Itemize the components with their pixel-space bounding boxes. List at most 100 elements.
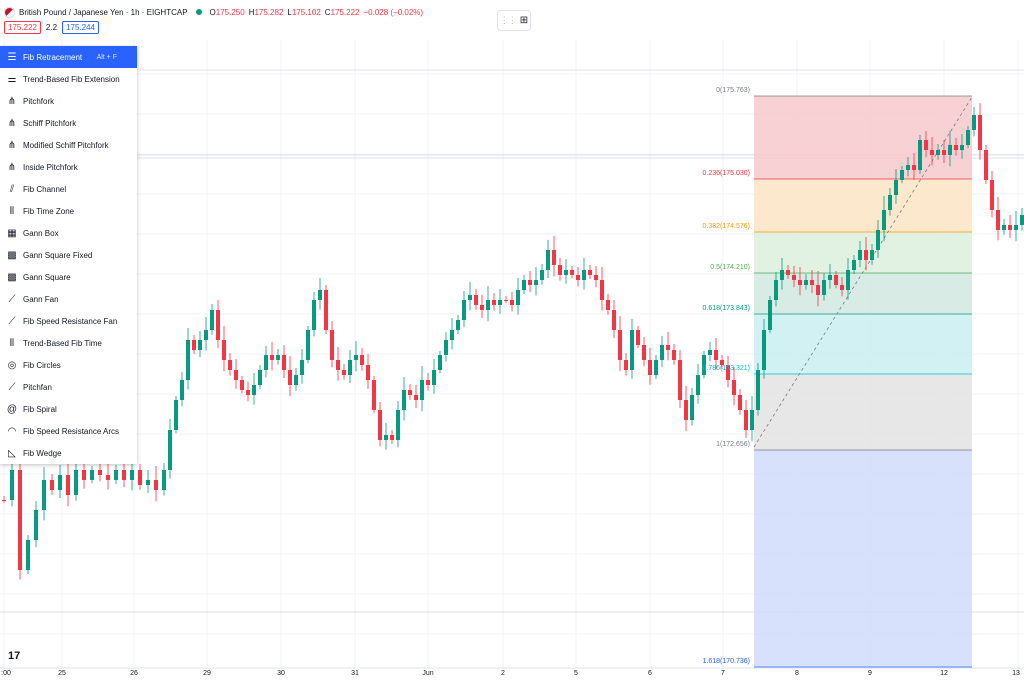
menu-item-pitchfork[interactable]: ⋔ Pitchfork [0, 90, 137, 112]
fib-time-icon: ⦀ [9, 337, 15, 349]
candle-body [876, 230, 880, 250]
time-axis-label: 5 [574, 670, 578, 677]
menu-item-fib-wedge[interactable]: ◺ Fib Wedge [0, 442, 137, 464]
candle-body [954, 145, 958, 150]
candle-body [414, 395, 418, 400]
candle-body [654, 360, 658, 375]
fib-level-label: 1.618(170.736) [702, 658, 750, 665]
candle-body [726, 365, 730, 380]
tradingview-logo[interactable]: 17 [8, 650, 21, 662]
time-axis-label: 7 [721, 670, 725, 677]
fib-wedge-icon: ◺ [8, 447, 16, 459]
candle-body [480, 305, 484, 310]
menu-item-inside-pitchfork[interactable]: ⋔ Inside Pitchfork [0, 156, 137, 178]
candle-body [82, 470, 86, 480]
menu-item-schiff-pitchfork[interactable]: ⋔ Schiff Pitchfork [0, 112, 137, 134]
menu-item-label: Trend-Based Fib Time [23, 338, 102, 348]
candle-body [984, 150, 988, 180]
menu-item-label: Fib Time Zone [23, 206, 75, 216]
time-axis-label: 8 [795, 670, 799, 677]
candle-body [582, 270, 586, 280]
floating-toolbar[interactable]: ⋮⋮ ⊞ [497, 10, 531, 31]
candle-body [10, 470, 14, 500]
candle-body [972, 115, 976, 130]
candle-body [894, 180, 898, 195]
candle-body [138, 470, 142, 485]
time-axis-label: 2 [501, 670, 505, 677]
time-axis-label: 30 [277, 670, 285, 677]
candle-body [2, 500, 6, 501]
candle-body [192, 340, 196, 350]
candle-body [816, 285, 820, 295]
menu-item-label: Gann Square [23, 272, 71, 282]
buy-price-button[interactable]: 175.244 [62, 21, 99, 34]
candle-body [330, 330, 334, 360]
modified-schiff-pitchfork-icon: ⋔ [7, 139, 17, 151]
menu-item-gann-square-fixed[interactable]: ▩ Gann Square Fixed [0, 244, 137, 266]
ohlc-open: O175.250 [209, 7, 245, 17]
fib-level-label: 0.236(175.030) [702, 170, 750, 177]
candle-body [258, 370, 262, 385]
candle-body [738, 395, 742, 410]
candle-body [678, 360, 682, 400]
candle-body [966, 130, 970, 145]
candle-body [474, 295, 478, 305]
menu-item-fib-time-zone[interactable]: ⦀ Fib Time Zone [0, 200, 137, 222]
menu-item-fib-extension[interactable]: ⚌ Trend-Based Fib Extension [0, 68, 137, 90]
gann-square-fixed-icon: ▩ [7, 249, 17, 261]
candle-body [948, 145, 952, 155]
menu-item-label: Fib Circles [23, 360, 61, 370]
candle-body [594, 275, 598, 280]
menu-item-label: Gann Square Fixed [23, 250, 93, 260]
candle-body [98, 470, 102, 475]
candle-body [342, 370, 346, 375]
pitchfork-icon: ⋔ [7, 95, 17, 107]
candle-body [840, 285, 844, 290]
menu-item-modified-schiff-pitchfork[interactable]: ⋔ Modified Schiff Pitchfork [0, 134, 137, 156]
candle-body [168, 430, 172, 470]
menu-item-label: Pitchfork [23, 96, 55, 106]
menu-item-fib-channel[interactable]: ⫽ Fib Channel [0, 178, 137, 200]
candle-body [1008, 225, 1012, 230]
fib-zone [754, 232, 972, 273]
sell-price-button[interactable]: 175.222 [4, 21, 41, 34]
candle-body [378, 410, 382, 440]
candle-body [762, 330, 766, 370]
schiff-pitchfork-icon: ⋔ [7, 117, 17, 129]
candle-body [720, 360, 724, 365]
candle-body [546, 250, 550, 270]
fib-zone [754, 96, 972, 179]
candle-body [456, 320, 460, 330]
menu-item-fib-arcs[interactable]: ◠ Fib Speed Resistance Arcs [0, 420, 137, 442]
candle-body [912, 165, 916, 170]
time-axis-label: 12 [940, 670, 948, 677]
candle-body [282, 355, 286, 370]
candle-body [660, 345, 664, 360]
object-tree-icon[interactable]: ⊞ [519, 15, 529, 26]
candle-body [492, 300, 496, 305]
menu-item-fib-speed-fan[interactable]: ⟋ Fib Speed Resistance Fan [0, 310, 137, 332]
menu-item-pitchfan[interactable]: ⟋ Pitchfan [0, 376, 137, 398]
candle-body [384, 435, 388, 440]
menu-item-fib-retracement[interactable]: ☰ Fib Retracement Alt + F [0, 46, 137, 68]
candle-body [540, 270, 544, 280]
drag-handle-icon[interactable]: ⋮⋮ [499, 15, 517, 25]
candle-body [936, 150, 940, 155]
time-axis-label: 6 [648, 670, 652, 677]
menu-item-fib-time[interactable]: ⦀ Trend-Based Fib Time [0, 332, 137, 354]
menu-item-label: Fib Speed Resistance Fan [23, 316, 118, 326]
candle-body [186, 340, 190, 380]
fib-time-zone-icon: ⦀ [9, 205, 15, 217]
menu-item-gann-box[interactable]: ▦ Gann Box [0, 222, 137, 244]
candle-body [90, 470, 94, 480]
candle-body [222, 340, 226, 360]
menu-item-gann-fan[interactable]: ⟋ Gann Fan [0, 288, 137, 310]
candle-body [324, 290, 328, 330]
menu-item-gann-square[interactable]: ▩ Gann Square [0, 266, 137, 288]
ohlc-close: C175.222 [324, 7, 360, 17]
menu-item-fib-spiral[interactable]: @ Fib Spiral [0, 398, 137, 420]
menu-item-fib-circles[interactable]: ◎ Fib Circles [0, 354, 137, 376]
symbol-title[interactable]: British Pound / Japanese Yen · 1h · EIGH… [19, 7, 188, 17]
menu-item-label: Gann Fan [23, 294, 59, 304]
